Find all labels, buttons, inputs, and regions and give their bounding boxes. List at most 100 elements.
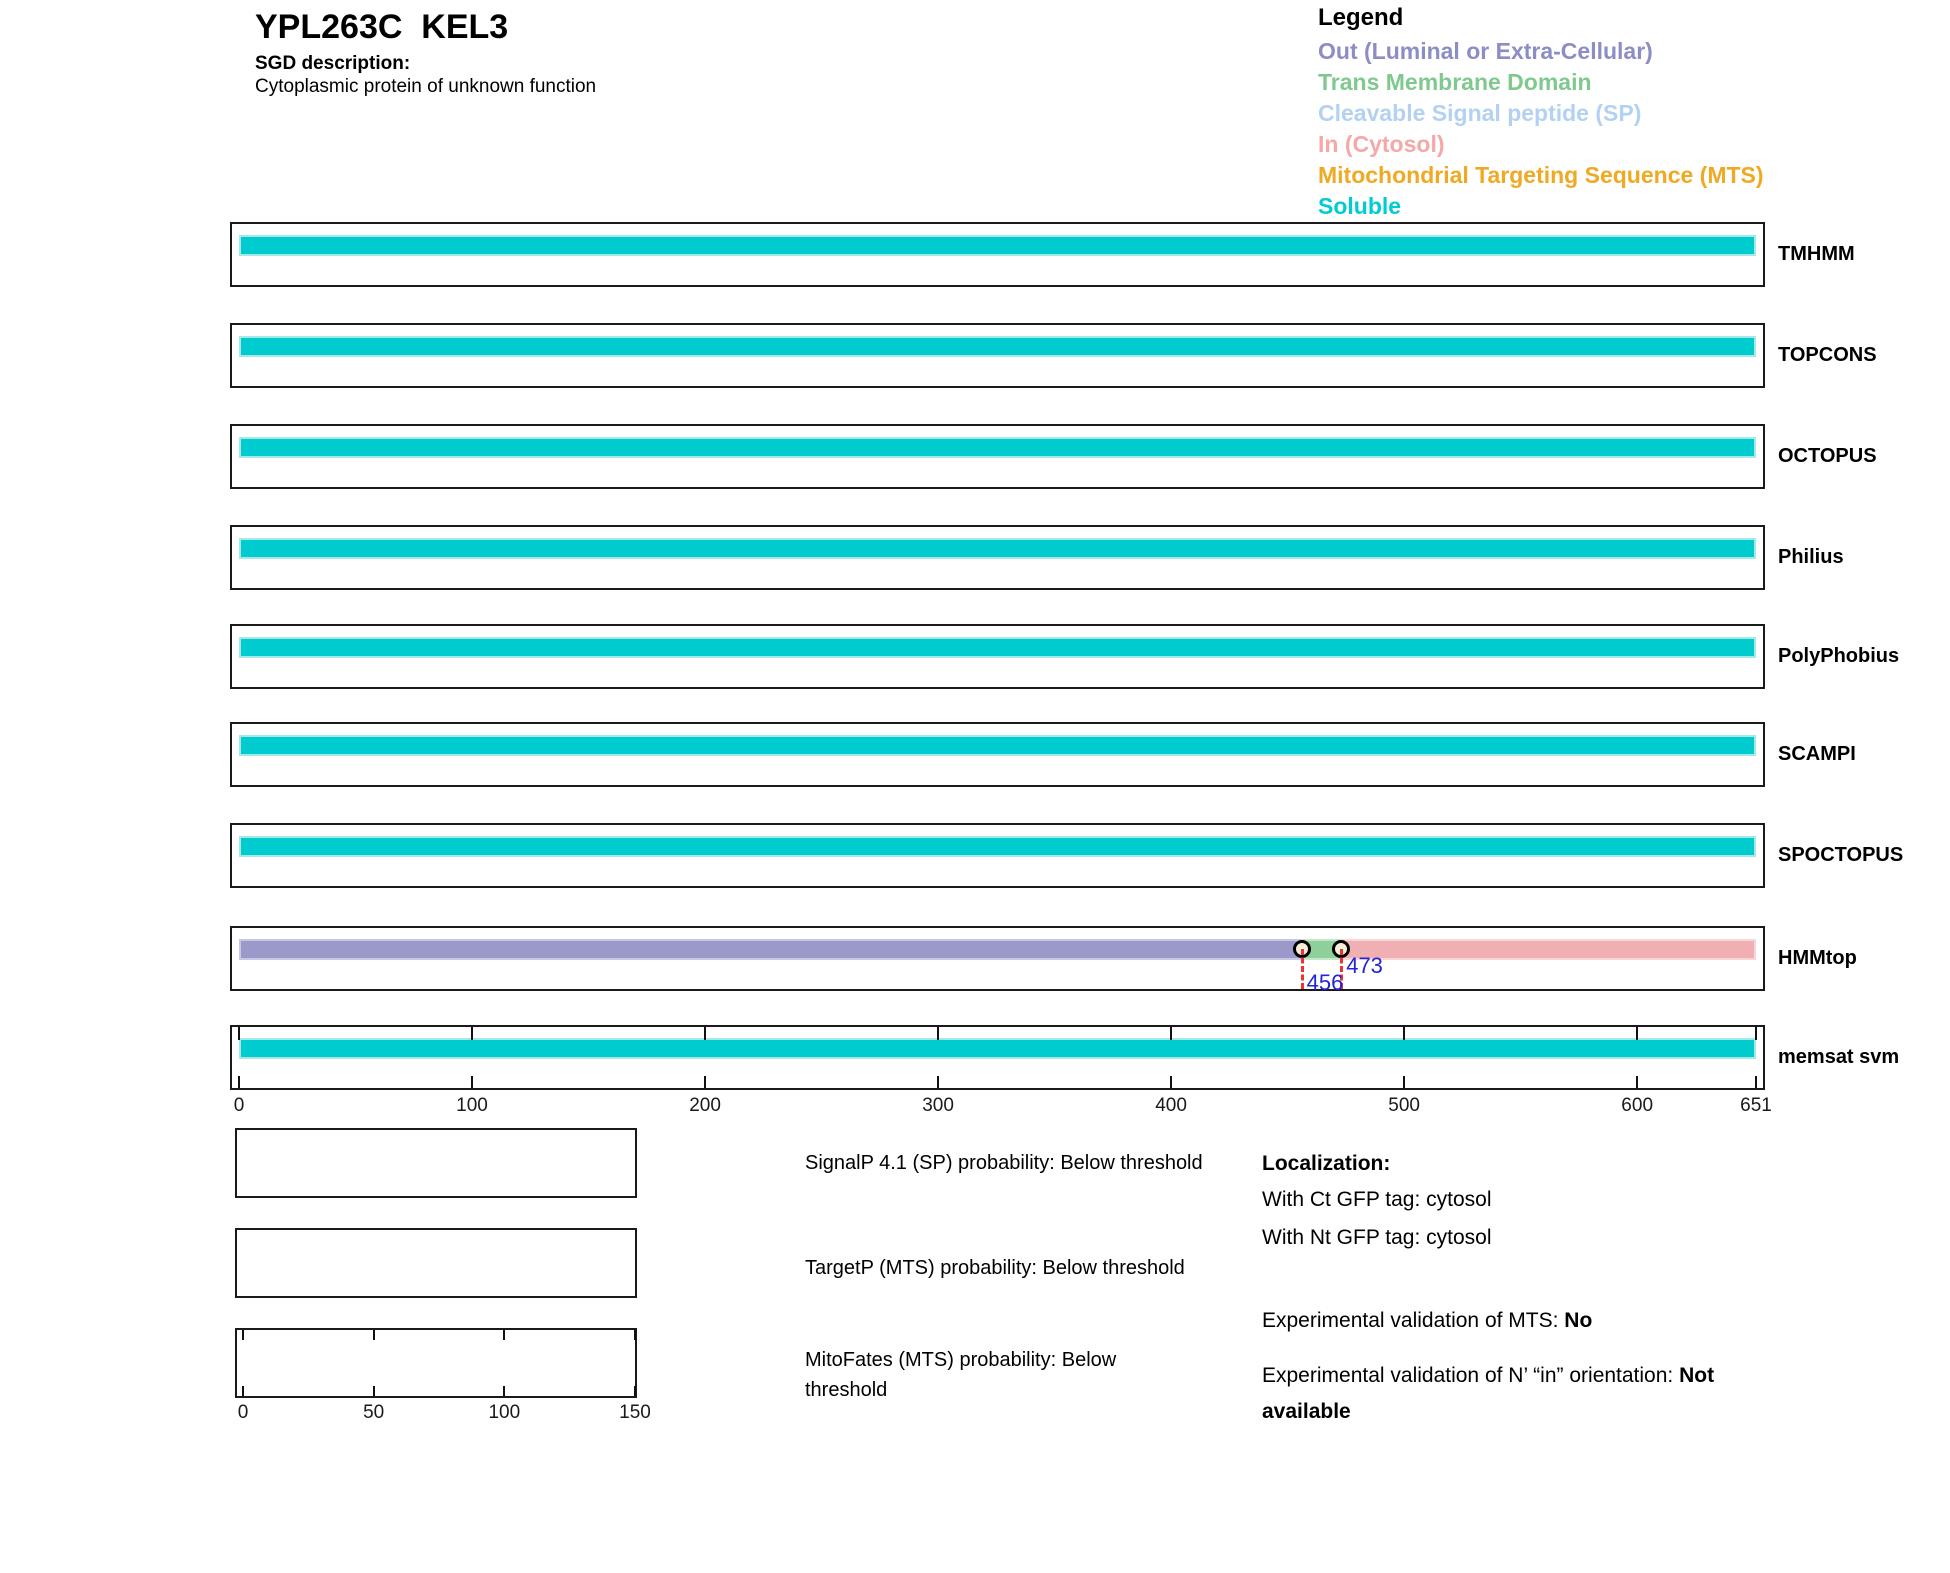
track-bar-segment-out	[239, 939, 1302, 960]
inner-tick-top	[1170, 1027, 1173, 1040]
localization-nt-gfp: With Nt GFP tag: cytosol	[1262, 1226, 1492, 1249]
track-bar-segment-soluble	[239, 437, 1756, 458]
track-bar-segment-soluble	[239, 735, 1756, 756]
residue-axis-tick-label: 651	[1740, 1095, 1772, 1116]
track-bar-segment-soluble	[239, 1038, 1756, 1059]
track-bar-segment-soluble	[239, 235, 1756, 256]
residue-axis-tick-label: 500	[1388, 1095, 1420, 1116]
legend-item-sp: Cleavable Signal peptide (SP)	[1318, 100, 1642, 126]
track-plot-memsat-svm	[238, 1027, 1757, 1088]
track-label-hmmtop: HMMtop	[1778, 946, 1857, 969]
track-box-hmmtop: 456 473	[230, 926, 1765, 995]
signalp-caption: SignalP 4.1 (SP) probability: Below thre…	[805, 1152, 1203, 1174]
inner-tick-bottom	[1636, 1076, 1639, 1088]
legend-title: Legend	[1318, 4, 1404, 31]
track-plot-polyphobius	[239, 637, 1756, 658]
track-label-topcons: TOPCONS	[1778, 343, 1877, 366]
inner-tick-bottom	[937, 1076, 940, 1088]
boundary-marker-line	[1300, 949, 1304, 989]
orientation-validation-value: Not available	[1262, 1364, 1715, 1423]
inner-tick-bottom	[1170, 1076, 1173, 1088]
track-plot-topcons	[239, 336, 1756, 357]
track-plot-tmhmm	[239, 235, 1756, 256]
legend-item-soluble: Soluble	[1318, 193, 1402, 219]
track-bar-segment-soluble	[239, 336, 1756, 357]
localization-ct-gfp: With Ct GFP tag: cytosol	[1262, 1188, 1492, 1211]
mts-validation-label: Experimental validation of MTS:	[1262, 1309, 1565, 1332]
probability-axis-tick-label: 150	[619, 1402, 651, 1423]
track-box-octopus	[230, 424, 1765, 489]
probability-axis-tick-label: 50	[363, 1402, 385, 1423]
probability-axis-tick-label: 100	[488, 1402, 521, 1423]
residue-axis-tick-label: 0	[233, 1095, 245, 1116]
track-plot-spoctopus	[239, 836, 1756, 857]
track-label-polyphobius: PolyPhobius	[1778, 644, 1900, 667]
inner-tick-bottom	[471, 1076, 474, 1088]
track-label-philius: Philius	[1778, 545, 1844, 568]
boundary-marker-label: 473	[1346, 953, 1383, 978]
track-box-spoctopus	[230, 823, 1765, 888]
legend-item-in: In (Cytosol)	[1318, 131, 1445, 157]
inner-tick-top	[1755, 1027, 1757, 1040]
boundary-marker-line	[1340, 949, 1344, 989]
track-label-memsat-svm: memsat svm	[1778, 1045, 1900, 1068]
mts-validation-value: No	[1564, 1309, 1593, 1332]
mts-validation: Experimental validation of MTS: No	[1262, 1303, 1742, 1339]
residue-axis-tick-label: 200	[689, 1095, 721, 1116]
residue-axis-tick-label: 400	[1155, 1095, 1187, 1116]
probability-box-targetp	[235, 1228, 637, 1298]
track-box-philius	[230, 525, 1765, 590]
track-plot-octopus	[239, 437, 1756, 458]
track-bar-segment-soluble	[239, 836, 1756, 857]
inner-tick-top	[704, 1027, 707, 1040]
track-box-tmhmm	[230, 222, 1765, 287]
legend-item-tm: Trans Membrane Domain	[1318, 69, 1592, 95]
legend-item-out: Out (Luminal or Extra-Cellular)	[1318, 38, 1653, 64]
track-bar-segment-soluble	[239, 538, 1756, 559]
inner-tick-top	[242, 1330, 244, 1340]
orientation-validation: Experimental validation of N’ “in” orien…	[1262, 1358, 1742, 1430]
track-plot-scampi	[239, 735, 1756, 756]
probability-box-mitofates	[235, 1328, 637, 1398]
inner-tick-bottom	[1403, 1076, 1406, 1088]
targetp-caption: TargetP (MTS) probability: Below thresho…	[805, 1257, 1185, 1279]
residue-axis-tick-label: 100	[456, 1095, 488, 1116]
sgd-description-text: Cytoplasmic protein of unknown function	[255, 76, 597, 97]
inner-tick-bottom	[704, 1076, 707, 1088]
track-label-octopus: OCTOPUS	[1778, 444, 1877, 467]
sgd-description-label: SGD description:	[255, 53, 411, 74]
track-box-scampi	[230, 722, 1765, 787]
inner-tick-bottom	[238, 1076, 240, 1088]
residue-axis-tick-label: 600	[1621, 1095, 1654, 1116]
track-plot-hmmtop: 456 473	[239, 939, 1756, 995]
track-label-tmhmm: TMHMM	[1778, 242, 1855, 265]
mitofates-caption: MitoFates (MTS) probability: Below thres…	[805, 1349, 1117, 1401]
track-bar-segment-soluble	[239, 637, 1756, 658]
track-box-memsat-svm	[230, 1025, 1765, 1090]
track-box-polyphobius	[230, 624, 1765, 689]
inner-tick-top	[372, 1330, 375, 1340]
track-plot-philius	[239, 538, 1756, 559]
orientation-validation-label: Experimental validation of N’ “in” orien…	[1262, 1364, 1680, 1387]
track-label-scampi: SCAMPI	[1778, 742, 1856, 765]
boundary-marker-label: 456	[1306, 970, 1344, 995]
probability-box-signalp	[235, 1128, 637, 1198]
track-label-spoctopus: SPOCTOPUS	[1778, 843, 1904, 866]
inner-tick-top	[503, 1330, 506, 1340]
inner-tick-top	[1636, 1027, 1639, 1040]
residue-axis-tick-label: 300	[922, 1095, 954, 1116]
inner-tick-top	[471, 1027, 474, 1040]
inner-tick-bottom	[372, 1386, 375, 1396]
inner-tick-top	[1403, 1027, 1406, 1040]
localization-title: Localization:	[1262, 1152, 1391, 1175]
legend-item-mts: Mitochondrial Targeting Sequence (MTS)	[1318, 162, 1764, 188]
track-bar-segment-in	[1341, 939, 1756, 960]
inner-tick-bottom	[634, 1386, 636, 1396]
probability-axis-tick-label: 0	[237, 1402, 249, 1423]
legend: Out (Luminal or Extra-Cellular) Trans Mem…	[1318, 36, 1764, 222]
inner-tick-top	[634, 1330, 636, 1340]
inner-tick-top	[238, 1027, 240, 1040]
inner-tick-bottom	[242, 1386, 244, 1396]
inner-tick-bottom	[503, 1386, 506, 1396]
